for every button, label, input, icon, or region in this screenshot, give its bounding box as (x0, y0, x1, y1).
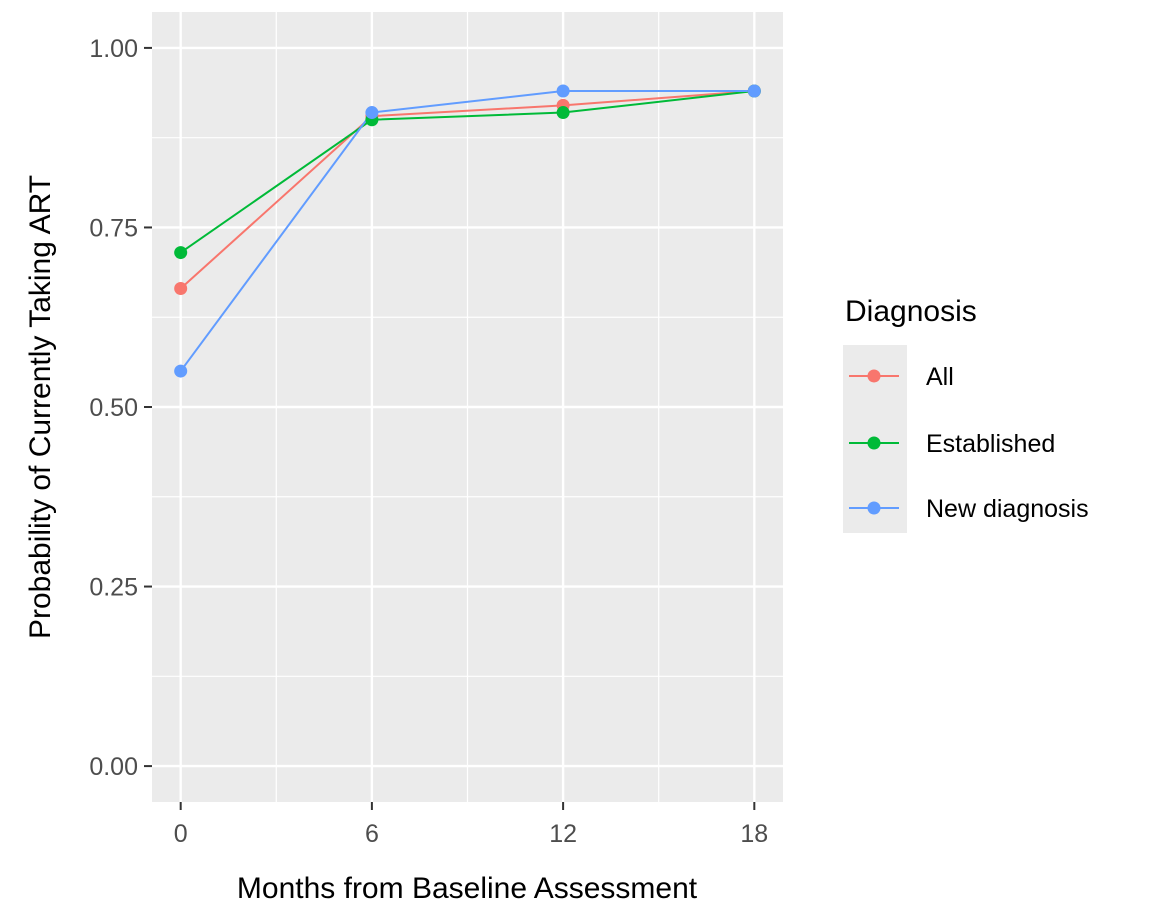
legend-key-point (867, 501, 881, 515)
y-axis: 0.00 0.25 0.50 0.75 1.00 (89, 35, 152, 781)
legend-key-point (867, 369, 881, 383)
x-tick-label: 18 (740, 820, 768, 848)
x-tick-label: 0 (174, 820, 188, 848)
legend-key-point (867, 436, 881, 450)
y-tick-label: 0.75 (89, 214, 138, 242)
series-points (174, 84, 761, 378)
y-axis-title: Probability of Currently Taking ART (24, 175, 57, 639)
data-point (747, 84, 761, 98)
series-line-0 (180, 90, 755, 290)
legend-label: All (926, 363, 954, 391)
legend-label: Established (926, 430, 1055, 458)
legend: Diagnosis All Established New diagnosis (843, 295, 1089, 533)
x-tick-label: 6 (365, 820, 379, 848)
legend-items: All Established New diagnosis (849, 363, 1089, 523)
data-point (365, 106, 379, 120)
data-point (174, 364, 188, 378)
series-lines (179, 90, 755, 372)
series-line-1 (180, 90, 755, 254)
x-tick-label: 12 (549, 820, 577, 848)
grid-major (152, 12, 783, 802)
y-tick-label: 0.00 (89, 753, 138, 781)
legend-label: New diagnosis (926, 495, 1089, 523)
y-tick-label: 1.00 (89, 35, 138, 63)
y-tick-label: 0.25 (89, 574, 138, 602)
x-axis-title: Months from Baseline Assessment (237, 872, 698, 905)
data-point (174, 282, 188, 295)
data-point (174, 246, 188, 260)
x-axis: 0 6 12 18 (174, 802, 768, 848)
data-point (556, 84, 570, 98)
y-tick-label: 0.50 (89, 394, 138, 422)
data-point (556, 106, 570, 120)
series-line-2 (179, 90, 755, 372)
legend-title: Diagnosis (845, 295, 977, 328)
